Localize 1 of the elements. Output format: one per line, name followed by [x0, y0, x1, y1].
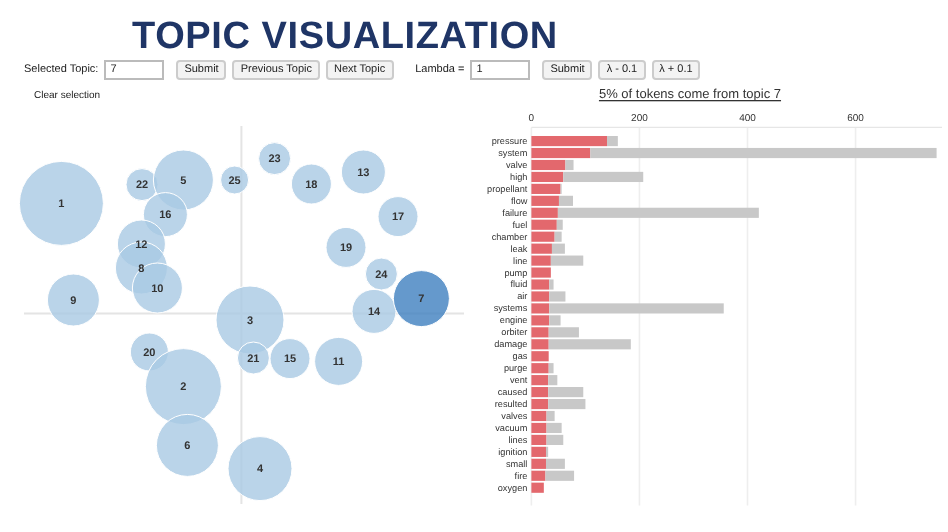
text: TOPIC VISUALIZATION: [132, 16, 558, 60]
